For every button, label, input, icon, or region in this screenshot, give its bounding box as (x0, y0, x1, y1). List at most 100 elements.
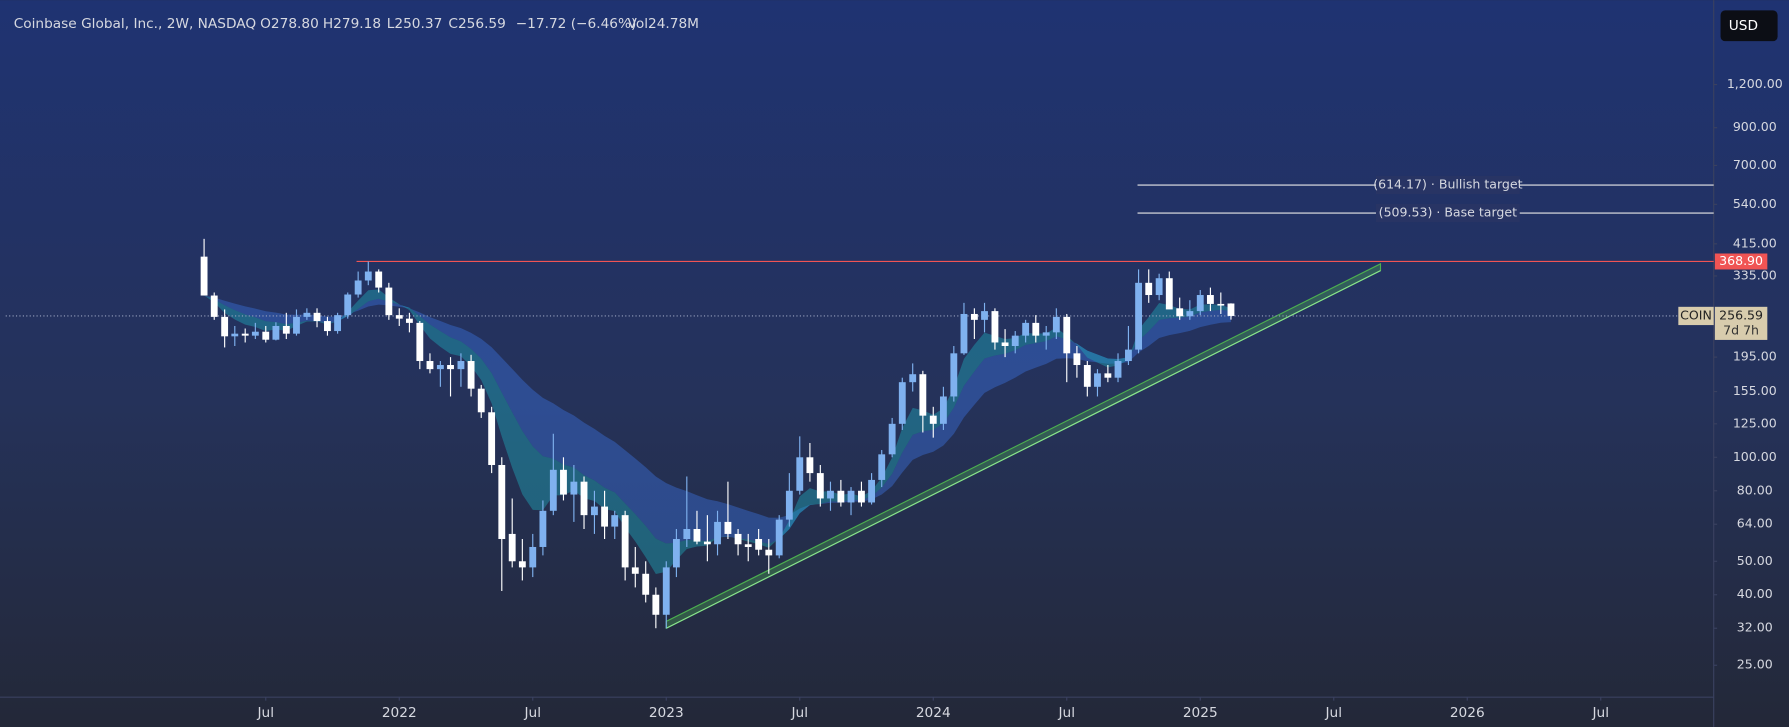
candle-body (672, 539, 680, 568)
candle-body (939, 396, 947, 424)
candle-body (1073, 353, 1081, 366)
symbol-tag (1678, 306, 1714, 326)
candle-body (549, 469, 557, 511)
x-tick-label: Jul (1325, 705, 1343, 721)
candle-body (642, 573, 650, 595)
candle-body (426, 361, 434, 370)
y-tick-label: 125.00 (1733, 415, 1777, 430)
candle-body (570, 481, 578, 495)
candle-body (611, 515, 619, 527)
candle-body (221, 316, 229, 337)
x-tick-label: 2024 (916, 705, 951, 721)
target-label-bg (1375, 203, 1520, 223)
candle-body (765, 549, 773, 556)
candle-body (498, 464, 506, 540)
candle-body (775, 519, 783, 556)
candle-body (1083, 365, 1091, 387)
candle-body (1206, 295, 1214, 304)
candle-body (1217, 303, 1225, 306)
candle-body (1032, 322, 1040, 336)
ma-ribbon (204, 289, 1231, 575)
candle-body (806, 457, 814, 474)
candle-body (601, 506, 609, 527)
candle-body (200, 256, 208, 296)
candle-body (467, 361, 475, 389)
candle-body (1165, 278, 1173, 310)
low: L250.37 (387, 16, 443, 32)
candle-body (241, 333, 249, 336)
change: −17.72 (−6.46%) (516, 16, 637, 32)
candle-body (405, 318, 413, 323)
candle-body (898, 382, 906, 424)
candle-body (693, 529, 701, 542)
y-tick-label: 25.00 (1737, 657, 1773, 672)
x-tick-label: 2026 (1450, 705, 1485, 721)
target-label: (614.17) · Bullish target (1373, 177, 1522, 192)
x-tick-label: Jul (1591, 705, 1609, 721)
candle-body (251, 331, 259, 336)
y-tick-label: 195.00 (1733, 349, 1777, 364)
target-label: (509.53) · Base target (1379, 205, 1517, 220)
y-tick-label: 155.00 (1733, 383, 1777, 398)
candle-body (518, 561, 526, 568)
candle-body (878, 454, 886, 480)
candle-body (755, 539, 763, 550)
candle-body (929, 415, 937, 424)
candle-body (652, 594, 660, 615)
candle-body (1094, 373, 1101, 387)
symbol: Coinbase Global, Inc., 2W, NASDAQ (14, 16, 256, 32)
x-tick-label: Jul (524, 705, 542, 721)
candle-body (981, 311, 988, 320)
candle-body (714, 521, 721, 545)
candle-body (631, 567, 639, 574)
candle-body (785, 490, 793, 520)
candle-body (375, 271, 383, 288)
y-tick-label: 100.00 (1733, 449, 1777, 464)
candle-body (621, 515, 629, 568)
candle-body (683, 529, 691, 540)
currency[interactable]: USD (1729, 18, 1758, 34)
candle-body (970, 313, 978, 320)
currency-button[interactable] (1720, 10, 1778, 42)
x-tick-label: 2022 (382, 705, 417, 721)
candle-body (303, 312, 311, 317)
candle-body (1186, 311, 1194, 317)
candle-body (827, 490, 834, 499)
x-tick-label: Jul (791, 705, 809, 721)
candle-body (231, 333, 239, 337)
trendline (666, 270, 1381, 629)
y-tick-label: 80.00 (1737, 482, 1773, 497)
y-tick-label: 40.00 (1737, 586, 1773, 601)
candle-body (703, 541, 711, 545)
candle-body (919, 374, 927, 416)
candle-body (344, 294, 352, 316)
candle-body (1227, 303, 1235, 316)
candle-body (457, 361, 465, 370)
y-tick-label: 540.00 (1733, 196, 1777, 211)
ma-ribbon (204, 295, 1231, 544)
candle-body (477, 388, 485, 413)
candle-body (591, 506, 598, 516)
candle-body (950, 353, 958, 397)
candle-body (539, 510, 547, 547)
candle-body (1052, 316, 1060, 333)
candle-body (334, 315, 342, 332)
candle-body (888, 423, 896, 455)
candle-body (1155, 278, 1163, 296)
candle-body (416, 322, 424, 362)
countdown: 7d 7h (1723, 322, 1759, 337)
candle-body (488, 412, 496, 465)
candle-body (858, 490, 865, 503)
resistance-tag (1714, 253, 1768, 270)
y-tick-label: 32.00 (1737, 620, 1773, 635)
y-tick-label: 700.00 (1733, 157, 1777, 172)
candle-body (395, 315, 403, 319)
candle-body (909, 374, 917, 383)
x-tick-label: Jul (257, 705, 275, 721)
candle-body (1104, 373, 1112, 378)
candle-body (324, 321, 331, 332)
candle-body (991, 311, 999, 343)
candle-body (1063, 316, 1071, 354)
